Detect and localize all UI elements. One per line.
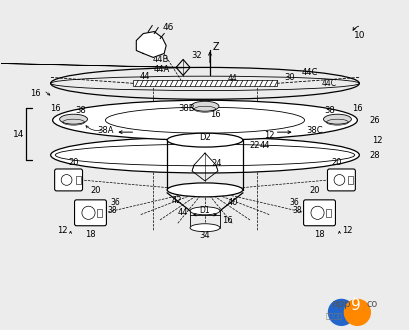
Text: 16: 16 (351, 104, 362, 113)
Text: D1: D1 (199, 206, 210, 215)
Ellipse shape (52, 100, 357, 140)
Ellipse shape (167, 133, 242, 147)
Text: 38A: 38A (97, 126, 113, 135)
Text: 38: 38 (75, 106, 86, 115)
Text: 44: 44 (259, 141, 270, 149)
Text: 26: 26 (368, 116, 379, 125)
Ellipse shape (323, 114, 351, 124)
Text: 44: 44 (139, 72, 150, 81)
Text: 38: 38 (107, 206, 117, 215)
Text: 14: 14 (13, 130, 25, 139)
Ellipse shape (190, 224, 219, 232)
Text: 42: 42 (171, 196, 182, 205)
Bar (348, 176, 353, 184)
Text: 44: 44 (178, 208, 188, 217)
Ellipse shape (190, 207, 219, 215)
Text: 10: 10 (353, 31, 364, 40)
Text: 38: 38 (292, 206, 302, 215)
Text: 18: 18 (85, 230, 96, 239)
Ellipse shape (191, 101, 218, 111)
Text: 20: 20 (68, 157, 79, 167)
Text: 44A: 44A (154, 65, 170, 74)
Text: 20: 20 (90, 186, 101, 195)
Text: co: co (365, 299, 377, 310)
Text: 36: 36 (289, 198, 299, 207)
Text: 38C: 38C (306, 126, 322, 135)
Circle shape (328, 299, 353, 325)
FancyBboxPatch shape (303, 200, 335, 226)
Text: 12: 12 (264, 131, 274, 140)
Text: 20: 20 (308, 186, 319, 195)
Bar (133, 81, 276, 86)
Text: 18: 18 (313, 230, 324, 239)
Ellipse shape (105, 107, 304, 133)
FancyBboxPatch shape (327, 169, 355, 191)
Text: 16: 16 (30, 89, 41, 98)
Text: 9: 9 (351, 298, 360, 313)
Text: 24: 24 (211, 158, 222, 168)
Text: 36: 36 (110, 198, 120, 207)
Text: 44: 44 (227, 74, 237, 83)
Text: 34: 34 (199, 231, 210, 240)
Bar (97, 209, 102, 217)
Text: 20: 20 (330, 157, 341, 167)
FancyBboxPatch shape (74, 200, 106, 226)
Text: 12: 12 (342, 226, 352, 235)
Text: 16: 16 (209, 110, 220, 119)
Text: 28: 28 (368, 150, 379, 159)
Bar (326, 209, 330, 217)
Text: 看技术眼: 看技术眼 (325, 312, 342, 319)
Text: 16: 16 (221, 216, 231, 225)
Text: app: app (330, 299, 350, 310)
Ellipse shape (167, 183, 242, 197)
Circle shape (344, 299, 369, 325)
Ellipse shape (59, 114, 87, 124)
Text: 44C: 44C (321, 79, 336, 88)
Text: 44B: 44B (153, 55, 169, 64)
Text: 44C: 44C (301, 68, 317, 77)
Text: 12: 12 (371, 136, 382, 145)
Text: Z: Z (212, 42, 219, 51)
Text: 40: 40 (227, 198, 238, 207)
Text: 46: 46 (162, 23, 173, 32)
Polygon shape (136, 32, 166, 57)
FancyBboxPatch shape (54, 169, 82, 191)
Text: 30: 30 (283, 73, 294, 82)
Text: 12: 12 (57, 226, 67, 235)
Text: 32: 32 (191, 51, 202, 60)
Text: 22: 22 (249, 141, 259, 149)
Bar (75, 176, 80, 184)
Text: 38B: 38B (178, 104, 195, 113)
Ellipse shape (51, 137, 358, 173)
Text: 38: 38 (323, 106, 334, 115)
Text: D2: D2 (199, 133, 210, 142)
Text: 16: 16 (50, 104, 61, 113)
